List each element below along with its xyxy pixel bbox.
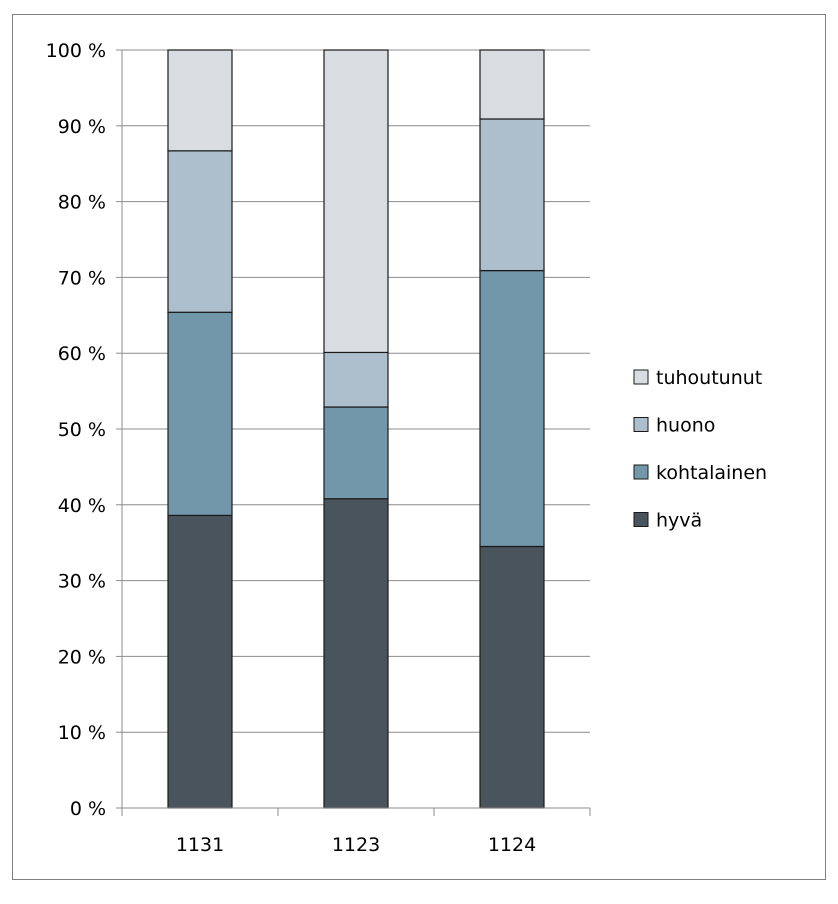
bar-segment-hyvä xyxy=(323,498,389,809)
bar-segment-tuhoutunut xyxy=(323,49,389,354)
y-tick-label: 0 % xyxy=(70,798,106,820)
y-tick-label: 80 % xyxy=(58,192,106,214)
bar-segment-huono xyxy=(167,150,233,313)
legend-swatch-tuhoutunut xyxy=(633,369,649,385)
y-tick-label: 20 % xyxy=(58,646,106,668)
bar-segment-huono xyxy=(323,351,389,408)
y-tick-label: 90 % xyxy=(58,116,106,138)
y-tick-label: 10 % xyxy=(58,722,106,744)
y-tick-label: 70 % xyxy=(58,267,106,289)
y-tick-label: 30 % xyxy=(58,571,106,593)
x-tick-labels: 1131 1123 1124 xyxy=(176,834,536,856)
bar-segment-kohtalainen xyxy=(323,406,389,500)
bar-segment-tuhoutunut xyxy=(479,49,545,120)
y-tick-label: 100 % xyxy=(46,40,106,62)
bar-segment-huono xyxy=(479,118,545,272)
axes xyxy=(116,49,591,816)
legend: tuhoutunut huono kohtalainen hyvä xyxy=(633,367,767,532)
y-tick-label: 40 % xyxy=(58,495,106,517)
bar-segment-tuhoutunut xyxy=(167,49,233,152)
y-tick-labels: 0 % 10 % 20 % 30 % 40 % 50 % 60 % 70 % 80 % 90 % 1… xyxy=(46,40,106,820)
bar-segment-hyvä xyxy=(167,514,233,809)
legend-swatch-huono xyxy=(633,417,649,432)
legend-swatch-hyvä xyxy=(633,512,649,527)
bar-segment-hyvä xyxy=(479,545,545,809)
y-tick-label: 50 % xyxy=(58,419,106,441)
legend-label: huono xyxy=(656,415,715,437)
chart-frame xyxy=(12,14,826,880)
y-tick-label: 60 % xyxy=(58,343,106,365)
bar-stacks xyxy=(167,49,545,809)
legend-label: tuhoutunut xyxy=(656,367,762,389)
x-tick-label: 1131 xyxy=(176,834,224,856)
legend-label: hyvä xyxy=(656,510,702,532)
legend-swatch-kohtalainen xyxy=(633,464,649,480)
x-tick-label: 1124 xyxy=(488,834,536,856)
legend-label: kohtalainen xyxy=(656,462,767,484)
bar-segment-kohtalainen xyxy=(479,269,545,548)
x-tick-label: 1123 xyxy=(332,834,380,856)
bar-segment-kohtalainen xyxy=(167,311,233,517)
